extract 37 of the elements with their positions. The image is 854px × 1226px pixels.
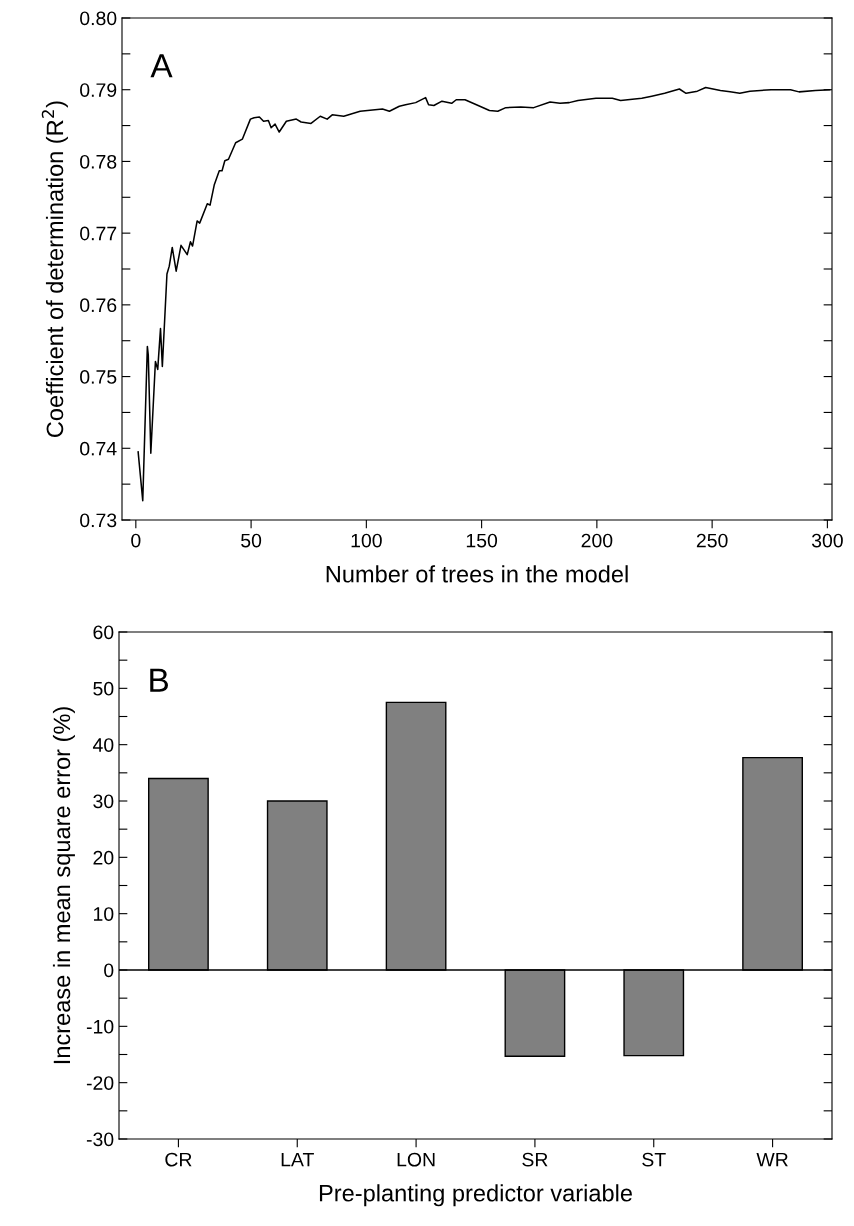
y-tick-label: 0.76 bbox=[80, 298, 117, 313]
y-tick-label: -30 bbox=[86, 1132, 114, 1147]
y-tick-label: 0 bbox=[104, 963, 114, 978]
annotation: B bbox=[150, 668, 168, 692]
x-tick-label: 300 bbox=[811, 533, 843, 548]
y-tick-label: 0.78 bbox=[80, 154, 117, 169]
y-tick-label: 0.75 bbox=[80, 370, 117, 384]
x-tick-label: 0 bbox=[131, 533, 141, 548]
y-axis-title: Coefficient of determination (R$^{2}$) bbox=[41, 101, 68, 437]
x-tick-label: WR bbox=[756, 1152, 788, 1167]
y-tick-label: -10 bbox=[86, 1019, 114, 1034]
x-tick-label: SR bbox=[522, 1152, 548, 1167]
y-tick-label: 20 bbox=[93, 850, 114, 865]
y-tick-label: 0.74 bbox=[80, 441, 117, 456]
y-tick-label: 0.73 bbox=[80, 513, 117, 528]
x-tick-label: ST bbox=[642, 1152, 666, 1167]
x-tick-label: 50 bbox=[241, 533, 262, 548]
y-tick-label: 50 bbox=[93, 681, 114, 696]
y-tick-label: -20 bbox=[86, 1076, 114, 1090]
x-tick-label: 100 bbox=[351, 533, 382, 548]
x-tick-label: 150 bbox=[466, 533, 498, 548]
y-tick-label: 0.80 bbox=[80, 11, 117, 26]
x-axis-title: Pre-planting predictor variable bbox=[319, 1184, 632, 1207]
annotation: A bbox=[150, 54, 173, 78]
x-tick-label: 200 bbox=[581, 533, 613, 548]
y-tick-label: 40 bbox=[92, 738, 114, 752]
x-tick-label: CR bbox=[165, 1152, 192, 1167]
x-tick-label: LAT bbox=[281, 1152, 314, 1167]
x-tick-label: 250 bbox=[696, 533, 728, 548]
x-axis-title: Number of trees in the model bbox=[326, 565, 628, 583]
y-axis-title: Increase in mean square error (%) bbox=[52, 707, 75, 1064]
x-tick-label: LON bbox=[397, 1152, 435, 1167]
y-tick-label: 10 bbox=[94, 907, 114, 921]
y-tick-label: 0.79 bbox=[80, 83, 117, 97]
y-tick-label: 30 bbox=[93, 794, 114, 809]
y-tick-label: 0.77 bbox=[80, 226, 117, 241]
y-tick-label: 60 bbox=[93, 625, 114, 640]
